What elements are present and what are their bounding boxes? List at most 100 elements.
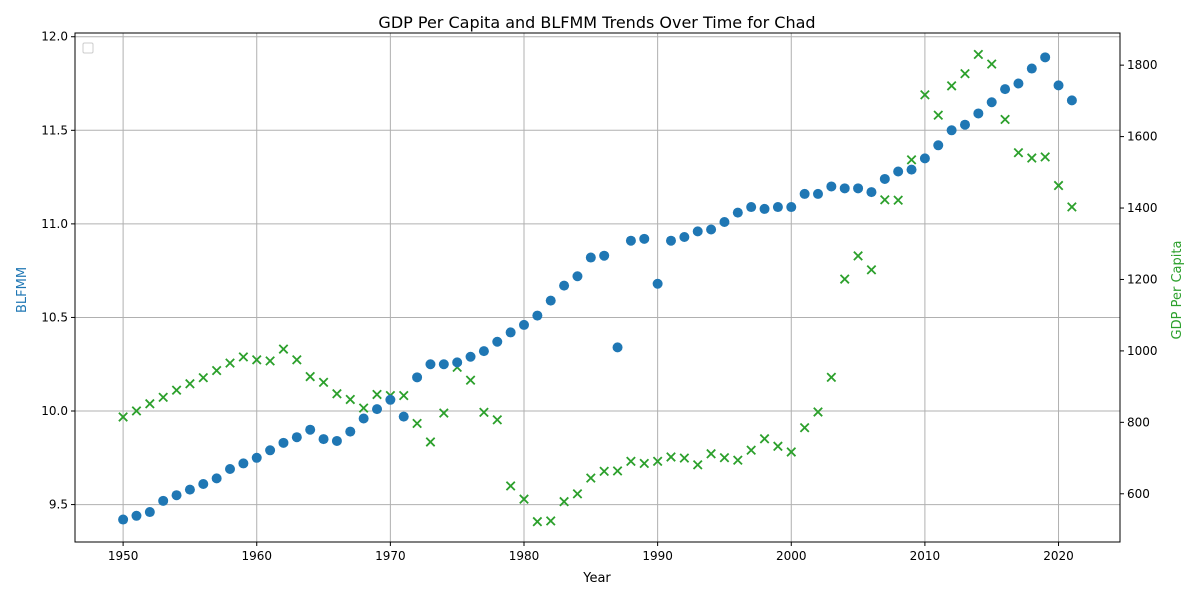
gdp-point bbox=[1040, 152, 1051, 162]
gdp-series bbox=[118, 49, 1077, 527]
gdp-point bbox=[225, 358, 235, 368]
blfmm-point bbox=[291, 432, 302, 443]
gdp-point bbox=[505, 481, 516, 491]
blfmm-point bbox=[746, 202, 757, 213]
blfmm-point bbox=[1053, 80, 1064, 91]
gdp-point bbox=[639, 458, 650, 469]
blfmm-point bbox=[171, 490, 182, 501]
blfmm-point bbox=[572, 271, 583, 282]
blfmm-point bbox=[158, 495, 169, 506]
gdp-point bbox=[572, 488, 583, 499]
gdp-point bbox=[960, 68, 970, 79]
gdp-point bbox=[826, 372, 837, 383]
blfmm-point bbox=[144, 507, 155, 518]
gdp-point bbox=[1067, 202, 1077, 212]
gdp-point bbox=[171, 385, 182, 396]
y-right-tick-label: 1000 bbox=[1127, 344, 1158, 358]
x-tick-label: 1950 bbox=[108, 549, 139, 563]
blfmm-point bbox=[879, 173, 890, 184]
gdp-point bbox=[305, 371, 316, 382]
y-left-tick-label: 10.0 bbox=[41, 404, 68, 418]
y-right-tick-label: 600 bbox=[1127, 487, 1150, 501]
gdp-point bbox=[946, 81, 957, 91]
gdp-point bbox=[519, 494, 529, 504]
gdp-point bbox=[706, 448, 716, 459]
blfmm-point bbox=[599, 250, 610, 261]
gdp-point bbox=[773, 441, 783, 452]
gdp-point bbox=[933, 110, 944, 120]
gdp-point bbox=[679, 453, 690, 463]
blfmm-point bbox=[759, 203, 770, 214]
gdp-point bbox=[626, 456, 636, 467]
legend-box bbox=[82, 42, 94, 54]
y-right-tick-label: 1600 bbox=[1127, 130, 1158, 144]
x-tick-label: 1970 bbox=[375, 549, 406, 563]
blfmm-point bbox=[385, 394, 396, 405]
gdp-point bbox=[278, 344, 289, 354]
blfmm-point bbox=[1013, 78, 1024, 89]
axis-ticks: 1950 1960 1970 1980 1990 2000 2010 2020 9.5 10.0 1… bbox=[41, 30, 1157, 563]
gdp-point bbox=[144, 398, 155, 409]
blfmm-point bbox=[692, 226, 703, 237]
blfmm-point bbox=[131, 510, 142, 521]
blfmm-point bbox=[973, 108, 984, 119]
gdp-point bbox=[1013, 147, 1024, 158]
blfmm-point bbox=[652, 278, 663, 289]
gdp-point bbox=[719, 452, 730, 463]
blfmm-point bbox=[331, 435, 342, 446]
plot-frame bbox=[74, 32, 1121, 543]
blfmm-point bbox=[465, 351, 476, 362]
y-left-tick-label: 11.5 bbox=[41, 123, 68, 137]
blfmm-point bbox=[438, 359, 449, 370]
blfmm-point bbox=[946, 125, 957, 136]
gdp-point bbox=[332, 388, 342, 399]
blfmm-point bbox=[1040, 52, 1051, 63]
blfmm-point bbox=[799, 188, 810, 199]
y-right-tick-label: 800 bbox=[1127, 415, 1150, 429]
gdp-point bbox=[545, 516, 556, 526]
gdp-point bbox=[585, 473, 596, 483]
blfmm-point bbox=[612, 342, 623, 353]
y-left-tick-label: 10.5 bbox=[41, 310, 68, 324]
gdp-point bbox=[265, 356, 275, 366]
y-axis-right-label: GDP Per Capita bbox=[1170, 241, 1185, 340]
gdp-point bbox=[131, 406, 142, 416]
blfmm-point bbox=[118, 514, 129, 525]
blfmm-point bbox=[906, 164, 917, 175]
blfmm-point bbox=[893, 166, 904, 177]
blfmm-point bbox=[478, 346, 489, 357]
blfmm-point bbox=[519, 319, 530, 330]
y-left-tick-label: 9.5 bbox=[49, 498, 68, 512]
blfmm-point bbox=[492, 336, 503, 347]
y-left-tick-label: 12.0 bbox=[41, 30, 68, 44]
blfmm-point bbox=[532, 310, 543, 321]
blfmm-point bbox=[853, 183, 864, 194]
gdp-point bbox=[652, 456, 663, 467]
gdp-point bbox=[612, 466, 623, 476]
gdp-point bbox=[291, 354, 302, 365]
blfmm-point bbox=[225, 464, 236, 475]
gdp-point bbox=[398, 390, 409, 401]
blfmm-point bbox=[625, 235, 636, 246]
x-tick-label: 2000 bbox=[776, 549, 807, 563]
blfmm-point bbox=[812, 188, 823, 199]
gdp-point bbox=[813, 407, 823, 417]
gdp-point bbox=[532, 516, 543, 527]
gdp-point bbox=[158, 392, 169, 403]
x-axis-label: Year bbox=[582, 571, 611, 586]
gdp-point bbox=[1053, 180, 1064, 191]
blfmm-series bbox=[118, 52, 1077, 525]
y-axis-left-label: BLFMM bbox=[15, 267, 30, 313]
gdp-point bbox=[358, 403, 369, 413]
blfmm-point bbox=[265, 445, 276, 456]
gdp-point bbox=[1000, 114, 1010, 125]
blfmm-point bbox=[986, 97, 997, 108]
gdp-point bbox=[973, 49, 984, 60]
gdp-point bbox=[799, 422, 810, 433]
gdp-point bbox=[746, 445, 757, 456]
gdp-point bbox=[372, 389, 382, 400]
blfmm-point bbox=[719, 217, 730, 228]
y-left-tick-label: 11.0 bbox=[41, 217, 68, 231]
